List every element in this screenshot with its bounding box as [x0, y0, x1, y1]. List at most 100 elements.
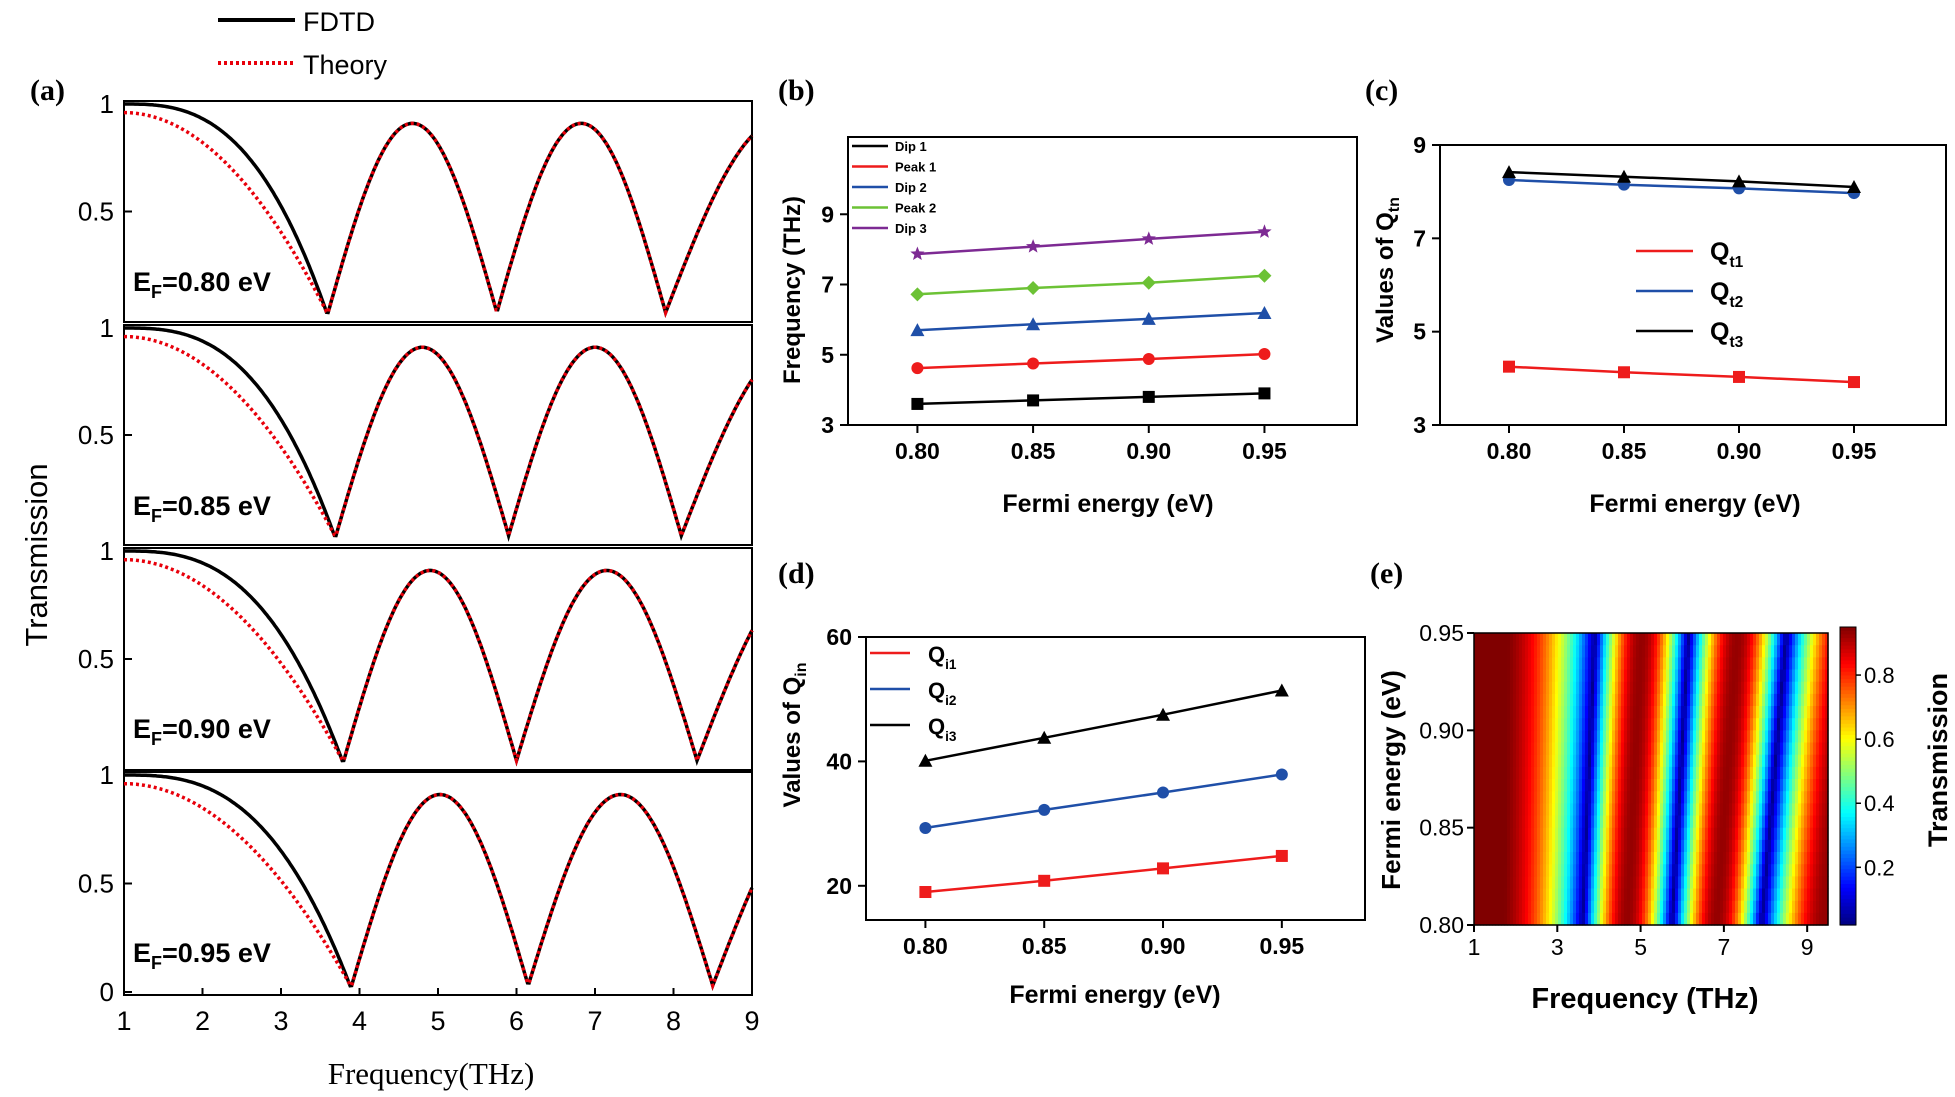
heatmap-cell [1588, 706, 1592, 719]
heatmap-cell [1543, 669, 1547, 683]
heatmap-cell [1615, 718, 1619, 731]
heatmap-cell [1714, 693, 1718, 707]
heatmap-cell [1759, 827, 1763, 841]
heatmap-cell [1735, 852, 1739, 865]
heatmap-cell [1753, 791, 1757, 804]
heatmap-cell [1534, 852, 1538, 865]
heatmap-cell [1597, 900, 1601, 914]
heatmap-cell [1498, 766, 1502, 780]
heatmap-cell [1678, 827, 1682, 841]
heatmap-cell [1795, 888, 1799, 902]
heatmap-cell [1798, 742, 1802, 756]
heatmap-cell [1672, 718, 1676, 731]
heatmap-cell [1513, 864, 1517, 877]
heatmap-cell [1795, 876, 1799, 890]
heatmap-cell [1618, 815, 1622, 829]
heatmap-cell [1756, 803, 1760, 817]
heatmap-cell [1576, 645, 1580, 658]
heatmap-cell [1822, 900, 1826, 914]
heatmap-cell [1567, 827, 1571, 841]
heatmap-cell [1804, 779, 1808, 792]
heatmap-cell [1813, 681, 1817, 695]
heatmap-cell [1522, 779, 1526, 792]
colorbar-cell [1840, 735, 1856, 740]
heatmap-cell [1552, 730, 1556, 744]
heatmap-cell [1804, 693, 1808, 707]
heatmap-cell [1570, 706, 1574, 719]
heatmap-cell [1597, 706, 1601, 719]
heatmap-cell [1483, 791, 1487, 804]
heatmap-cell [1675, 888, 1679, 902]
heatmap-cell [1618, 706, 1622, 719]
heatmap-cell [1582, 645, 1586, 658]
heatmap-cell [1744, 706, 1748, 719]
heatmap-cell [1477, 827, 1481, 841]
heatmap-cell [1750, 839, 1754, 853]
heatmap-cell [1735, 876, 1739, 890]
heatmap-cell [1642, 693, 1646, 707]
heatmap-cell [1603, 791, 1607, 804]
heatmap-cell [1543, 815, 1547, 829]
heatmap-cell [1723, 852, 1727, 865]
heatmap-cell [1651, 779, 1655, 792]
heatmap-cell [1522, 827, 1526, 841]
heatmap-cell [1645, 669, 1649, 683]
heatmap-cell [1528, 791, 1532, 804]
heatmap-cell [1669, 693, 1673, 707]
heatmap-cell [1687, 839, 1691, 853]
heatmap-cell [1543, 876, 1547, 890]
heatmap-cell [1762, 706, 1766, 719]
heatmap-cell [1555, 742, 1559, 756]
heatmap-cell [1753, 864, 1757, 877]
heatmap-cell [1636, 754, 1640, 768]
heatmap-cell [1699, 779, 1703, 792]
heatmap-cell [1750, 827, 1754, 841]
heatmap-cell [1477, 864, 1481, 877]
heatmap-cell [1672, 815, 1676, 829]
heatmap-cell [1777, 754, 1781, 768]
heatmap-cell [1654, 633, 1658, 646]
heatmap-cell [1753, 876, 1757, 890]
heatmap-cell [1492, 827, 1496, 841]
heatmap-cell [1696, 633, 1700, 646]
heatmap-cell [1507, 706, 1511, 719]
heatmap-cell [1681, 888, 1685, 902]
heatmap-cell [1510, 633, 1514, 646]
heatmap-cell [1765, 888, 1769, 902]
heatmap-cell [1819, 900, 1823, 914]
colorbar-cell [1840, 723, 1856, 729]
heatmap-cell [1666, 779, 1670, 792]
heatmap-cell [1702, 912, 1706, 926]
data-point [1733, 370, 1745, 383]
heatmap-cell [1720, 852, 1724, 865]
heatmap-cell [1801, 876, 1805, 890]
heatmap-cell [1504, 827, 1508, 841]
colorbar-cell [1840, 627, 1856, 632]
heatmap-cell [1489, 718, 1493, 731]
heatmap-cell [1693, 888, 1697, 902]
heatmap-cell [1759, 852, 1763, 865]
heatmap-cell [1783, 693, 1787, 707]
heatmap-cell [1693, 693, 1697, 707]
heatmap-cell [1660, 730, 1664, 744]
heatmap-cell [1624, 693, 1628, 707]
heatmap-cell [1738, 827, 1742, 841]
heatmap-cell [1612, 706, 1616, 719]
heatmap-cell [1687, 742, 1691, 756]
heatmap-cell [1678, 803, 1682, 817]
heatmap-cell [1714, 779, 1718, 792]
heatmap-cell [1480, 742, 1484, 756]
heatmap-cell [1588, 645, 1592, 658]
heatmap-cell [1525, 681, 1529, 695]
heatmap-cell [1615, 864, 1619, 877]
y-tick-label: 5 [821, 342, 834, 368]
heatmap-cell [1762, 657, 1766, 671]
heatmap-cell [1582, 633, 1586, 646]
heatmap-cell [1741, 876, 1745, 890]
heatmap-cell [1687, 912, 1691, 926]
heatmap-cell [1624, 852, 1628, 865]
panel-a-ylabel: Transmission [19, 463, 54, 646]
heatmap-cell [1612, 645, 1616, 658]
y-tick-label: 9 [1413, 132, 1426, 158]
heatmap-cell [1573, 900, 1577, 914]
